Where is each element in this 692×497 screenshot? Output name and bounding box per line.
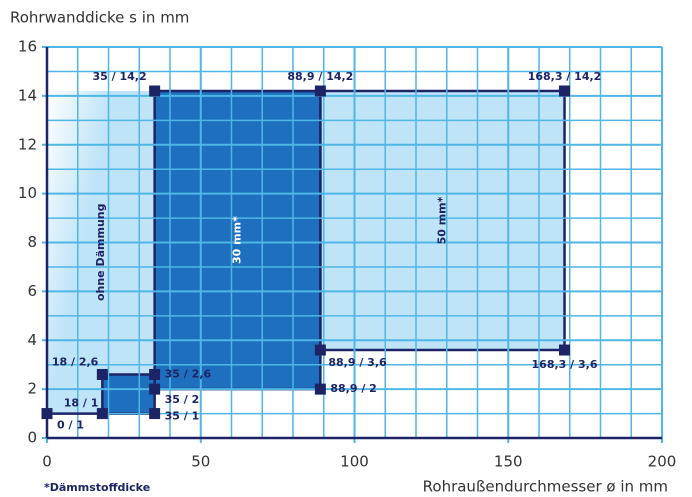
y-tick-label: 2	[27, 380, 37, 398]
point-label: 35 / 1	[165, 410, 200, 423]
region-label: 30 mm*	[230, 216, 243, 264]
point-label: 168,3 / 3,6	[532, 358, 598, 371]
y-tick-label: 10	[18, 184, 37, 202]
point-label: 18 / 1	[64, 397, 99, 410]
point-label: 18 / 2,6	[52, 355, 99, 368]
point	[314, 85, 326, 97]
point-label: 0 / 1	[57, 419, 84, 432]
point-label: 35 / 14,2	[93, 70, 147, 83]
point-label: 35 / 2	[165, 393, 200, 406]
point	[149, 408, 161, 420]
point-label: 168,3 / 14,2	[528, 70, 602, 83]
point-label: 88,9 / 3,6	[328, 356, 387, 369]
y-tick-label: 14	[18, 86, 37, 104]
point	[96, 368, 108, 380]
point	[559, 344, 571, 356]
point	[559, 85, 571, 97]
y-axis-title: Rohrwanddicke s in mm	[10, 9, 189, 27]
point	[149, 383, 161, 395]
point	[96, 408, 108, 420]
point	[314, 383, 326, 395]
y-tick-label: 16	[18, 38, 37, 56]
region-fade	[47, 90, 155, 414]
x-tick-label: 200	[648, 453, 677, 471]
point-label: 88,9 / 14,2	[287, 70, 353, 83]
x-tick-label: 50	[191, 453, 210, 471]
footnote: *Dämmstoffdicke	[44, 481, 150, 494]
region-label: 50 mm*	[435, 196, 448, 244]
point	[41, 408, 53, 420]
y-tick-label: 6	[27, 282, 37, 300]
point	[149, 85, 161, 97]
point-label: 88,9 / 2	[330, 382, 376, 395]
x-tick-label: 150	[494, 453, 523, 471]
point-label: 35 / 2,6	[165, 367, 212, 380]
point	[314, 344, 326, 356]
y-tick-label: 12	[18, 135, 37, 153]
point	[149, 368, 161, 380]
y-tick-label: 4	[27, 331, 37, 349]
y-tick-label: 0	[27, 429, 37, 447]
x-tick-label: 0	[42, 453, 52, 471]
x-tick-label: 100	[340, 453, 369, 471]
region	[101, 373, 156, 415]
region-label: ohne Dämmung	[94, 204, 107, 302]
y-tick-label: 8	[27, 233, 37, 251]
x-axis-title: Rohraußendurchmesser ø in mm	[423, 478, 668, 496]
